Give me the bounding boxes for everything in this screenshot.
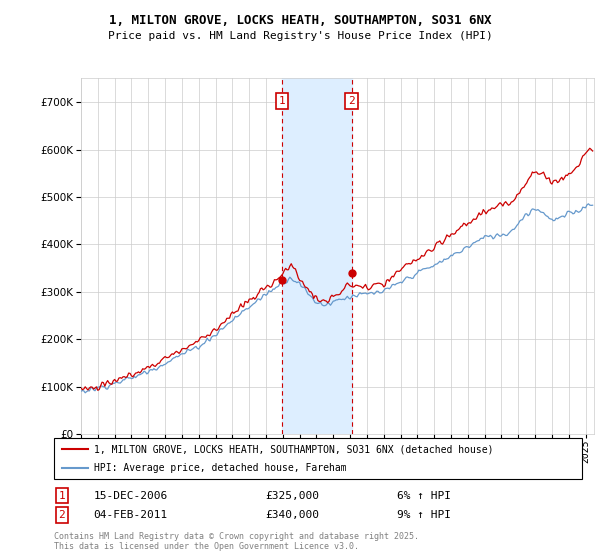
Text: 9% ↑ HPI: 9% ↑ HPI <box>397 510 451 520</box>
Bar <box>282 78 352 434</box>
Text: 1, MILTON GROVE, LOCKS HEATH, SOUTHAMPTON, SO31 6NX (detached house): 1, MILTON GROVE, LOCKS HEATH, SOUTHAMPTO… <box>94 445 493 454</box>
Text: Contains HM Land Registry data © Crown copyright and database right 2025.
This d: Contains HM Land Registry data © Crown c… <box>54 532 419 551</box>
Text: 1, MILTON GROVE, LOCKS HEATH, SOUTHAMPTON, SO31 6NX: 1, MILTON GROVE, LOCKS HEATH, SOUTHAMPTO… <box>109 14 491 27</box>
Text: £340,000: £340,000 <box>265 510 319 520</box>
FancyBboxPatch shape <box>54 438 582 479</box>
Text: 6% ↑ HPI: 6% ↑ HPI <box>397 491 451 501</box>
Text: 2: 2 <box>348 96 355 106</box>
Text: Price paid vs. HM Land Registry's House Price Index (HPI): Price paid vs. HM Land Registry's House … <box>107 31 493 41</box>
Text: £325,000: £325,000 <box>265 491 319 501</box>
Text: 1: 1 <box>279 96 286 106</box>
Text: 1: 1 <box>59 491 65 501</box>
Text: 04-FEB-2011: 04-FEB-2011 <box>94 510 168 520</box>
Text: 15-DEC-2006: 15-DEC-2006 <box>94 491 168 501</box>
Text: 2: 2 <box>59 510 65 520</box>
Text: HPI: Average price, detached house, Fareham: HPI: Average price, detached house, Fare… <box>94 463 346 473</box>
